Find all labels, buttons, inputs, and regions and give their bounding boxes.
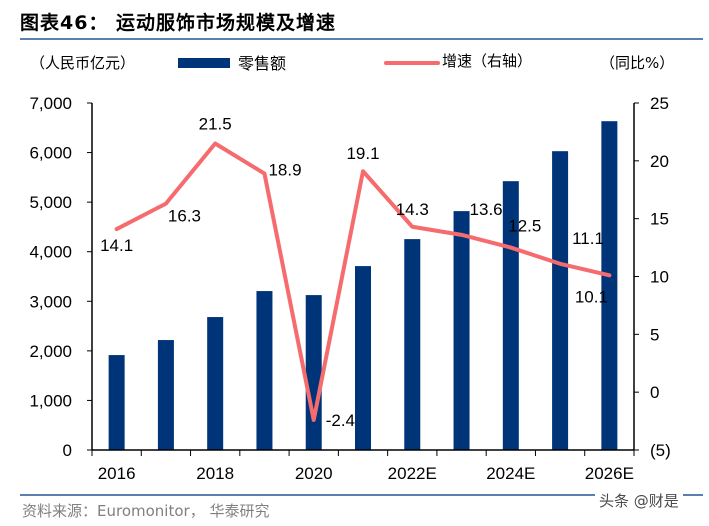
right-tick-label: 15 [650,210,669,229]
legend-bar-swatch [178,58,230,68]
left-tick-label: 0 [63,441,72,460]
x-tick-label: 2022E [388,464,437,483]
bar-2022E [404,239,421,450]
watermark: 头条 @财是 [595,490,683,511]
x-tick-label: 2018 [196,464,234,483]
growth-label-2017: 16.3 [168,207,201,226]
right-tick-label: (5) [650,441,671,460]
growth-label-2020: -2.4 [326,411,355,430]
title-divider [20,38,703,40]
growth-label-2019: 18.9 [268,161,301,180]
x-tick-label: 2024E [486,464,535,483]
left-tick-label: 2,000 [29,342,72,361]
bar-2025E [552,151,569,451]
growth-label-2026E: 10.1 [575,287,608,306]
growth-line [114,141,612,422]
growth-label-2018: 21.5 [199,114,232,133]
bar-2016 [108,355,125,450]
bar-2021 [355,266,371,450]
data-labels: 14.1 16.3 21.5 18.9 -2.4 19.1 14.3 13.6 12.5 11.1… [100,114,608,429]
growth-label-2022E: 14.3 [396,200,429,219]
right-axis-unit: （同比%） [600,54,675,72]
right-tick-label: 20 [650,152,669,171]
x-tick-label: 2026E [585,464,634,483]
bar-2023E [453,211,470,450]
left-tick-label: 7,000 [29,94,72,113]
left-tick-label: 5,000 [29,193,72,212]
bar-2017 [157,340,174,450]
chart-title: 图表46： 运动服饰市场规模及增速 [20,12,337,34]
growth-label-2023E: 13.6 [470,200,503,219]
growth-label-2016: 14.1 [100,236,133,255]
bar-series [108,121,618,451]
right-tick-label: 5 [650,325,659,344]
left-axis-unit: （人民币亿元） [30,54,136,72]
source-note: 资料来源：Euromonitor， 华泰研究 [22,502,270,520]
legend-line-swatch [384,61,440,65]
line-series [114,141,612,422]
bar-2026E [601,121,618,450]
x-tick-label: 2020 [295,464,333,483]
left-tick-label: 3,000 [29,292,72,311]
x-tick-label: 2016 [98,464,136,483]
growth-label-2021: 19.1 [346,144,379,163]
bar-2018 [207,317,224,450]
growth-label-2025E: 11.1 [572,229,604,248]
left-tick-label: 6,000 [29,144,72,163]
right-tick-label: 0 [650,383,659,402]
right-tick-label: 25 [650,94,669,113]
bar-2020 [305,295,322,450]
left-tick-label: 4,000 [29,243,72,262]
source-divider [20,494,703,496]
growth-label-2024E: 12.5 [508,217,541,236]
legend-line-label: 增速（右轴） [442,52,533,70]
legend-bar-label: 零售额 [238,54,287,73]
axes: 0 1,000 2,000 3,000 4,000 5,000 6,000 7,000 (5) 0… [29,94,670,483]
left-tick-label: 1,000 [29,391,72,410]
bar-2019 [256,291,273,450]
right-tick-label: 10 [650,268,669,287]
